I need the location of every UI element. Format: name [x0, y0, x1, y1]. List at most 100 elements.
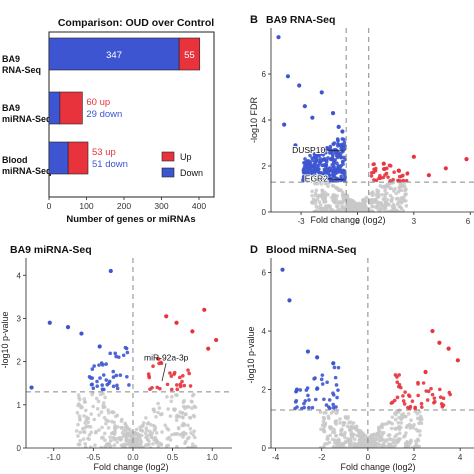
panel-b-point-330 [376, 200, 381, 205]
panel-b-point-805 [392, 170, 396, 175]
panel-c-point-189 [175, 444, 179, 448]
bar-up-1 [59, 91, 83, 125]
panel-d-point-338 [417, 444, 421, 448]
panel-b-point-643 [341, 162, 345, 166]
panel-b-point-195 [403, 187, 408, 191]
panel-b-point-369 [335, 204, 340, 209]
panel-b-point-756 [301, 177, 305, 182]
panel-c-point-79 [106, 410, 111, 415]
panel-b-point-627 [342, 155, 346, 160]
panel-d-point-299 [410, 446, 415, 448]
panel-d-point-35 [343, 435, 347, 440]
panel-c-highlight-point-9 [202, 307, 207, 312]
panel-c-point-334 [139, 433, 144, 438]
panel-c-point-38 [83, 445, 88, 448]
panel-b-highlight-point-1 [285, 74, 291, 79]
panel-b-highlight-point-8 [330, 111, 336, 116]
panel-c-point-405 [92, 364, 96, 368]
panel-c-point-351 [152, 428, 157, 432]
panel-c-point-342 [152, 409, 157, 414]
panel-b-point-816 [369, 174, 374, 178]
panel-c-point-369 [84, 424, 89, 428]
panel-d-point-417 [396, 437, 401, 441]
panel-c-point-345 [168, 438, 173, 442]
panel-c-point-108 [81, 437, 86, 441]
panel-b-point-776 [312, 178, 316, 182]
panel-b-point-287 [349, 208, 353, 212]
panel-d-point-221 [334, 445, 339, 448]
panel-c-point-271 [81, 430, 86, 434]
panel-b-point-435 [345, 193, 350, 198]
panel-d-point-447 [302, 405, 307, 410]
panel-c-point-156 [120, 417, 124, 422]
panel-c-point-24 [108, 435, 112, 439]
panel-d-point-452 [322, 397, 326, 402]
panel-b-point-419 [312, 198, 316, 203]
panel-d-point-328 [360, 430, 364, 435]
panel-c-point-397 [97, 363, 101, 367]
panel-c-point-332 [138, 428, 143, 432]
panel-d-y-axis-label: -log10 p-value [246, 326, 256, 383]
panel-d-point-416 [356, 433, 361, 438]
panel-b-point-814 [387, 163, 392, 168]
panel-d-point-180 [418, 420, 423, 425]
panel-b-annotation-1: EGR2 [305, 174, 328, 184]
panel-d-point-444 [294, 399, 299, 403]
panel-b-point-390 [347, 203, 352, 208]
bar-chart-title: Comparison: OUD over Control [58, 17, 214, 29]
panel-d-point-295 [375, 437, 379, 442]
panel-d-point-109 [332, 427, 336, 432]
panel-d-point-418 [403, 414, 408, 419]
panel-d-point-501 [401, 394, 405, 398]
panel-d-point-390 [354, 427, 359, 432]
panel-c-x-tick-label-2: 0.0 [127, 453, 139, 462]
panel-b-point-745 [343, 177, 347, 182]
panel-c-point-223 [90, 392, 94, 397]
panel-d-point-485 [429, 386, 433, 391]
panel-b-highlight-point-4 [310, 115, 315, 120]
panel-b-point-695 [328, 151, 332, 155]
panel-b-point-247 [314, 204, 319, 209]
panel-c-point-174 [183, 412, 188, 417]
panel-c-point-413 [108, 351, 112, 356]
panel-b-point-442 [335, 209, 339, 212]
panel-b-point-406 [342, 193, 346, 198]
panel-c-point-403 [118, 373, 123, 378]
panel-c-point-1 [100, 425, 104, 430]
panel-d-highlight-point-6 [437, 340, 442, 345]
panel-c-point-195 [93, 430, 98, 435]
panel-d-point-345 [352, 437, 357, 441]
panel-b-y-axis-label: -log10 FDR [249, 96, 259, 143]
panel-d-point-432 [331, 391, 335, 395]
panel-d-point-211 [415, 411, 420, 416]
panel-b-point-440 [342, 198, 347, 203]
panel-d-point-270 [420, 417, 424, 422]
panel-b-point-382 [400, 196, 405, 201]
panel-c-y-tick-label-0: 0 [17, 444, 22, 453]
panel-b-point-184 [326, 184, 330, 189]
panel-b-point-743 [310, 156, 314, 161]
panel-d-x-tick-label-0: -4 [272, 453, 280, 462]
panel-b-point-351 [345, 208, 350, 212]
panel-c-highlight-point-2 [65, 324, 71, 330]
panel-d-point-315 [403, 433, 407, 438]
panel-c-point-409 [100, 387, 105, 392]
panel-b-point-778 [309, 177, 313, 182]
panel-c-point-385 [91, 386, 96, 391]
panel-c-point-32 [186, 423, 190, 428]
category-label-0-line1: BA9 [2, 54, 20, 64]
panel-d-point-14 [414, 427, 419, 432]
panel-c-point-234 [116, 425, 120, 429]
panel-c-point-441 [169, 387, 174, 392]
panel-c-highlight-point-8 [190, 329, 195, 334]
panel-b-point-306 [384, 184, 388, 188]
panel-c-point-261 [110, 409, 114, 414]
panel-d-point-500 [406, 405, 410, 410]
panel-b-point-308 [378, 183, 383, 188]
panel-b-point-449 [359, 209, 363, 212]
panel-c-point-391 [90, 367, 95, 371]
panel-c-point-111 [145, 422, 150, 426]
panel-d-point-291 [418, 429, 422, 433]
panel-d-point-499 [424, 389, 428, 393]
panel-b-point-700 [319, 177, 324, 182]
